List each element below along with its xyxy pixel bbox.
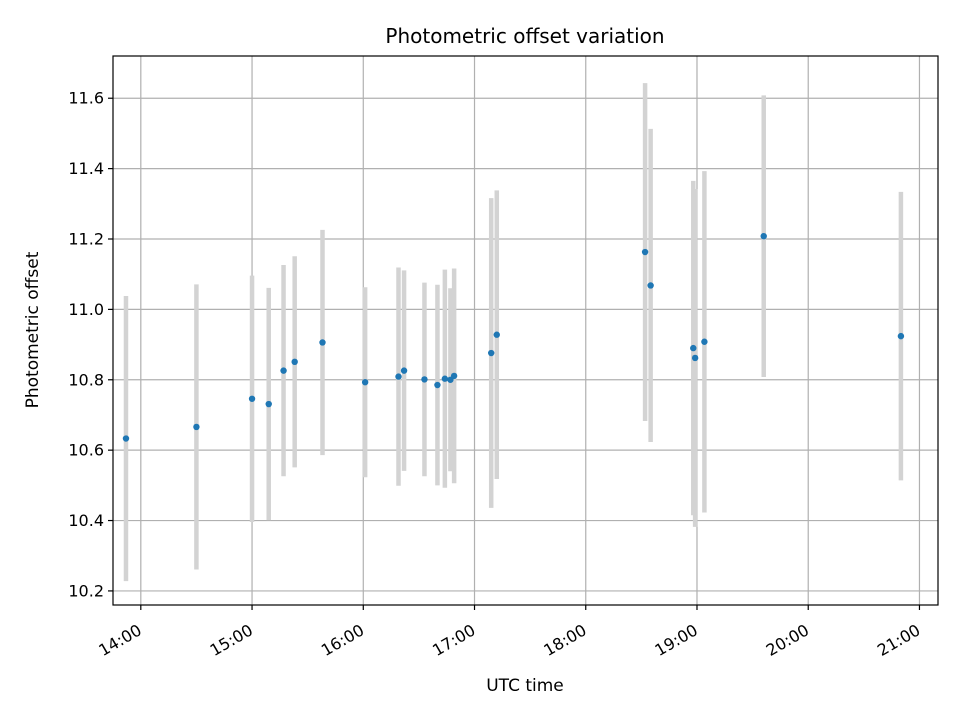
chart-title: Photometric offset variation — [385, 24, 664, 48]
data-point — [361, 379, 369, 386]
data-point — [897, 332, 905, 340]
data-point — [450, 372, 458, 380]
data-point — [434, 381, 441, 389]
y-tick-label: 10.4 — [68, 511, 104, 530]
data-point — [691, 354, 699, 362]
data-point — [319, 339, 326, 346]
x-axis-label: UTC time — [486, 676, 564, 696]
y-tick-label: 11.0 — [68, 300, 104, 319]
data-point — [421, 376, 428, 383]
data-point — [493, 331, 500, 338]
data-point — [701, 338, 708, 345]
data-point — [441, 375, 449, 382]
data-point — [193, 423, 200, 431]
data-point — [122, 435, 130, 442]
data-point — [265, 400, 272, 408]
data-point — [488, 349, 495, 357]
data-point — [400, 367, 408, 374]
data-point — [641, 248, 649, 256]
y-tick-label: 11.4 — [68, 159, 104, 178]
y-tick-label: 11.2 — [68, 230, 104, 249]
plot-frame — [112, 55, 939, 606]
data-point — [760, 232, 767, 240]
y-tick-label: 10.6 — [68, 441, 104, 460]
y-axis-ticks: 10.2 10.4 10.6 10.8 11.0 11.2 11.4 11.6 — [68, 89, 113, 600]
data-point — [690, 344, 697, 352]
data-point — [248, 395, 256, 402]
y-tick-label: 10.8 — [68, 370, 104, 389]
data-point — [280, 367, 287, 374]
data-point — [647, 282, 654, 289]
data-point — [395, 373, 402, 380]
data-points — [122, 232, 905, 442]
y-axis-label: Photometric offset — [23, 251, 43, 408]
y-tick-label: 10.2 — [68, 581, 104, 600]
y-tick-label: 11.6 — [68, 89, 104, 108]
data-point — [291, 358, 298, 366]
